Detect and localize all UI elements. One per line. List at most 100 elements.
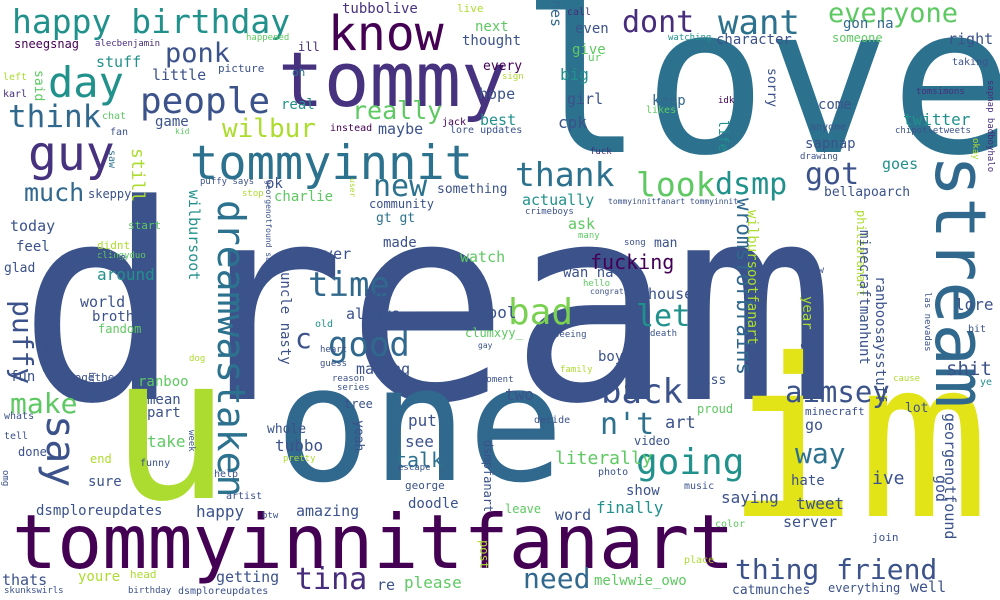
word-sapnap: sapnap [805, 136, 856, 152]
word-karl: karl [3, 89, 28, 100]
word-brain: brain [86, 372, 96, 400]
word-dsmp: dsmp [715, 167, 788, 202]
word-ranboosaysstuff: ranboosaysstuff [872, 276, 888, 403]
word-something: something [437, 182, 508, 197]
word-amazing: amazing [296, 502, 360, 520]
word-guy: guy [28, 126, 115, 182]
word-clumxyy: clumxyy_ [465, 326, 523, 340]
word-think: think [8, 99, 102, 135]
word-tina: tina [295, 562, 368, 597]
word-decide: decide [534, 415, 571, 426]
word-said: said [31, 70, 46, 102]
word-right: right [948, 30, 994, 48]
word-george: george [405, 479, 445, 492]
word-c: c [295, 322, 312, 355]
word-dsmpfanart: dsmpfanart [481, 440, 495, 513]
word-proud: proud [697, 402, 734, 416]
word-death: death [650, 329, 678, 339]
word-birthday: birthday [128, 586, 172, 596]
word-thought: thought [462, 33, 522, 49]
word-uncle-nasty: uncle nasty [277, 272, 293, 365]
word-sure: sure [88, 474, 122, 490]
word-lore: lore [955, 295, 994, 314]
word-music: music [684, 481, 715, 492]
word-many: many [578, 231, 600, 241]
word-today: today [10, 217, 56, 235]
word-hate: hate [791, 473, 825, 489]
word-whats: whats [4, 411, 35, 422]
word-happy: happy [196, 502, 245, 521]
word-likes: likes [646, 105, 677, 116]
word-pretty: pretty [283, 454, 316, 464]
word-finally: finally [596, 498, 664, 517]
word-still: still [127, 148, 148, 203]
word-jack: jack [442, 117, 467, 128]
word-even: even [575, 21, 609, 37]
word-guess: guess [320, 359, 348, 369]
word-minecraft: minecraft [805, 405, 865, 418]
word-taking: taking [952, 57, 989, 68]
word-left: left [3, 72, 28, 83]
word-time: time [308, 265, 390, 305]
word-hes: hes [547, 0, 565, 28]
word-aimsey: aimsey [785, 375, 890, 409]
word-tell: tell [4, 431, 29, 442]
word-youre: youre [78, 569, 121, 585]
word-puffy: puffy [6, 300, 39, 385]
word-georgenotfound-sapnap: georgenotfound sapnap [264, 180, 273, 282]
word-oh: oh [292, 66, 306, 79]
word-dsmploreupdates-small: dsmploreupdates [178, 586, 269, 597]
word-bit: bit [968, 324, 987, 335]
word-life: life [715, 120, 730, 152]
word-put: put [408, 411, 437, 430]
word-part: part [147, 405, 181, 421]
word-watching: watching [668, 33, 712, 43]
word-end: end [90, 452, 112, 466]
word-idk: idk [718, 96, 735, 106]
word-whole: whole [267, 422, 307, 437]
word-bad: bad [508, 292, 574, 333]
word-sorry: sorry [764, 68, 779, 108]
word-way: way [795, 437, 846, 470]
word-picture: picture [218, 62, 265, 75]
word-want: want [718, 3, 800, 43]
word-chipotletweets: chipotletweets [895, 126, 971, 136]
word-clingyduo: clingyduo [97, 251, 146, 261]
word-ranboo: ranboo [138, 374, 189, 390]
word-congrats: congrats [590, 287, 629, 296]
word-mean: mean [147, 392, 181, 408]
word-god: god [932, 475, 950, 503]
word-everything: everything [828, 581, 901, 595]
word-im: im [725, 312, 990, 568]
word-goes: goes [882, 155, 919, 173]
word-literally: literally [555, 448, 653, 469]
word-user: user [348, 178, 357, 198]
word-actually: actually [522, 191, 595, 209]
word-need: need [523, 562, 591, 595]
word-wilbur: wilbur [222, 114, 316, 144]
word-look: look [636, 165, 716, 204]
word-stuff: stuff [96, 53, 142, 71]
word-ponk: ponk [165, 38, 231, 69]
word-house: house [648, 285, 694, 303]
word-shit: shit [946, 358, 992, 380]
word-one: one [275, 331, 564, 518]
word-nt: n't [600, 407, 655, 442]
word-georgenotfound: georgenotfound [941, 413, 959, 540]
word-done: done [18, 445, 47, 459]
word-every: every [483, 59, 523, 74]
word-together: together [68, 371, 121, 384]
word-funny: funny [140, 458, 171, 469]
word-melwwie-owo: melwwie_owo [594, 573, 687, 589]
word-draw: draw [800, 265, 825, 276]
word-art: art [665, 413, 696, 433]
word-best: best [480, 111, 517, 129]
word-man: man [654, 236, 678, 251]
word-dreamwastaken: dreamwastaken [209, 200, 253, 498]
word-show: show [626, 483, 660, 499]
word-day: day [48, 58, 124, 107]
word-fucking: fucking [590, 250, 675, 274]
word-u: u [110, 313, 231, 546]
word-slimecicle: slimecicle [60, 251, 127, 264]
word-moment: moment [481, 375, 514, 385]
